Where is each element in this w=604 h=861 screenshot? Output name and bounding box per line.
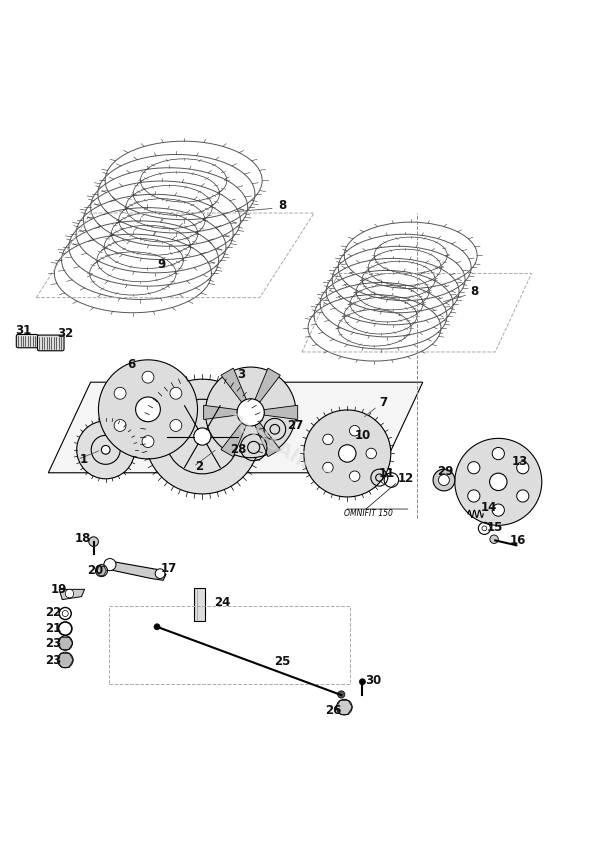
- Circle shape: [467, 490, 480, 502]
- Text: 15: 15: [487, 521, 504, 534]
- Text: 23: 23: [45, 653, 61, 666]
- Circle shape: [304, 410, 391, 497]
- Text: 22: 22: [45, 606, 61, 619]
- Text: 18: 18: [75, 531, 92, 544]
- Circle shape: [57, 652, 73, 668]
- Circle shape: [366, 449, 376, 459]
- Text: 31: 31: [15, 325, 31, 338]
- Text: PartsAlik.net: PartsAlik.net: [223, 411, 356, 499]
- Circle shape: [114, 387, 126, 400]
- Circle shape: [170, 387, 182, 400]
- Circle shape: [154, 623, 160, 629]
- Text: 19: 19: [51, 584, 68, 597]
- Text: 20: 20: [88, 564, 103, 577]
- Circle shape: [492, 448, 504, 460]
- Circle shape: [433, 469, 455, 491]
- Circle shape: [170, 419, 182, 431]
- Circle shape: [516, 490, 529, 502]
- Polygon shape: [221, 369, 246, 402]
- Polygon shape: [59, 589, 85, 599]
- Text: 10: 10: [355, 429, 370, 442]
- Text: 29: 29: [437, 465, 454, 478]
- FancyBboxPatch shape: [37, 335, 64, 350]
- Text: 7: 7: [379, 396, 388, 409]
- Text: 12: 12: [398, 473, 414, 486]
- Text: OMNIFIT 150: OMNIFIT 150: [344, 509, 393, 518]
- Text: 28: 28: [230, 443, 247, 456]
- Circle shape: [77, 421, 135, 479]
- Text: 8: 8: [471, 285, 479, 298]
- Text: 3: 3: [237, 369, 246, 381]
- Circle shape: [350, 471, 360, 481]
- Circle shape: [89, 536, 98, 547]
- Circle shape: [336, 699, 352, 715]
- Polygon shape: [255, 369, 280, 402]
- Circle shape: [490, 535, 498, 543]
- Polygon shape: [103, 561, 166, 580]
- Circle shape: [490, 474, 507, 491]
- Polygon shape: [48, 382, 423, 473]
- Text: 13: 13: [512, 455, 527, 468]
- Circle shape: [155, 569, 165, 579]
- Circle shape: [142, 371, 154, 383]
- Circle shape: [205, 367, 296, 458]
- Text: 26: 26: [325, 704, 342, 717]
- Circle shape: [142, 436, 154, 448]
- Circle shape: [101, 445, 110, 454]
- Circle shape: [323, 434, 333, 444]
- Text: 25: 25: [274, 654, 291, 668]
- FancyBboxPatch shape: [16, 334, 38, 348]
- Polygon shape: [204, 406, 237, 419]
- Text: 21: 21: [45, 623, 61, 635]
- Circle shape: [135, 397, 161, 422]
- Circle shape: [516, 461, 529, 474]
- Polygon shape: [255, 423, 280, 456]
- Text: 27: 27: [287, 419, 303, 432]
- Text: 8: 8: [278, 199, 287, 213]
- Circle shape: [65, 589, 74, 598]
- Text: 1: 1: [79, 453, 88, 466]
- Circle shape: [455, 438, 542, 525]
- Text: 17: 17: [161, 561, 177, 574]
- Circle shape: [98, 360, 198, 459]
- Text: 9: 9: [158, 258, 166, 271]
- Text: 14: 14: [481, 501, 498, 514]
- Circle shape: [58, 636, 72, 650]
- Circle shape: [145, 379, 260, 494]
- Circle shape: [439, 474, 449, 486]
- Text: 11: 11: [379, 468, 394, 480]
- Circle shape: [467, 461, 480, 474]
- Circle shape: [359, 678, 365, 684]
- Circle shape: [237, 399, 265, 426]
- Circle shape: [323, 462, 333, 473]
- Circle shape: [492, 504, 504, 517]
- Circle shape: [194, 428, 211, 445]
- Text: 30: 30: [365, 674, 381, 687]
- Text: 32: 32: [57, 327, 73, 340]
- Circle shape: [339, 445, 356, 462]
- Circle shape: [114, 419, 126, 431]
- Circle shape: [338, 691, 345, 698]
- Text: 16: 16: [510, 534, 527, 547]
- Circle shape: [95, 565, 108, 577]
- Text: 24: 24: [214, 596, 231, 609]
- Text: 23: 23: [45, 636, 61, 649]
- Text: 6: 6: [127, 357, 136, 370]
- Circle shape: [350, 425, 360, 436]
- Bar: [194, 587, 205, 621]
- Polygon shape: [221, 423, 246, 456]
- Text: 2: 2: [195, 461, 204, 474]
- Polygon shape: [264, 406, 298, 419]
- Circle shape: [104, 559, 116, 571]
